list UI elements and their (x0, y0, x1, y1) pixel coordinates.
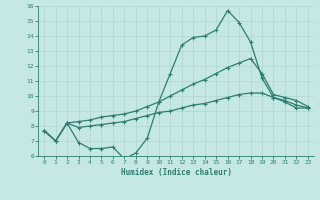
X-axis label: Humidex (Indice chaleur): Humidex (Indice chaleur) (121, 168, 231, 177)
